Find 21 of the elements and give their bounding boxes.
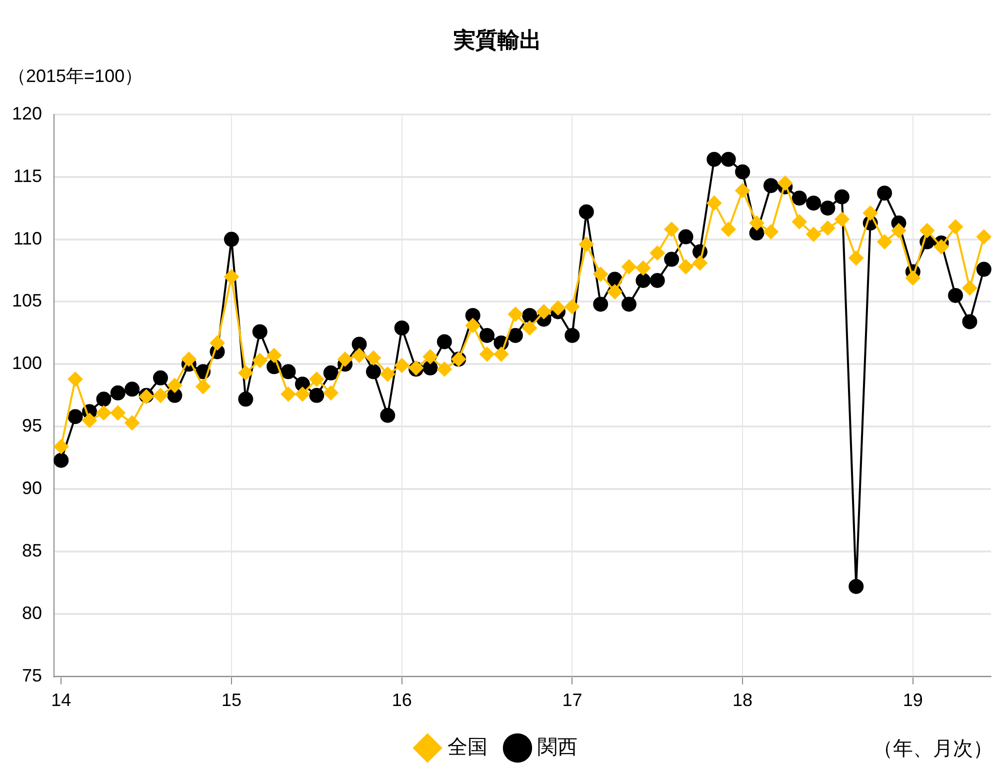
x-tick-label: 19 xyxy=(902,690,923,710)
y-tick-label: 90 xyxy=(22,478,42,498)
x-tick-label: 18 xyxy=(732,690,753,710)
x-tick-label: 15 xyxy=(221,690,242,710)
y-tick-label: 120 xyxy=(12,103,42,124)
y-tick-label: 85 xyxy=(22,540,42,560)
legend-label: 関西 xyxy=(538,736,578,759)
y-axis-title: （2015年=100） xyxy=(8,65,143,88)
x-tick-label: 16 xyxy=(392,690,412,710)
x-tick-label: 17 xyxy=(562,690,582,710)
y-tick-label: 75 xyxy=(22,665,42,686)
y-tick-label: 80 xyxy=(22,602,42,623)
y-tick-label: 110 xyxy=(13,228,42,248)
y-tick-label: 95 xyxy=(22,416,42,436)
legend-label: 全国 xyxy=(448,736,488,759)
text: （年、月次） xyxy=(873,737,993,762)
y-tick-label: 115 xyxy=(13,166,42,186)
x-tick-label: 14 xyxy=(51,690,72,710)
chart-title: 実質輸出 xyxy=(452,27,542,52)
y-tick-label: 105 xyxy=(12,290,42,311)
y-tick-label: 100 xyxy=(12,353,42,374)
